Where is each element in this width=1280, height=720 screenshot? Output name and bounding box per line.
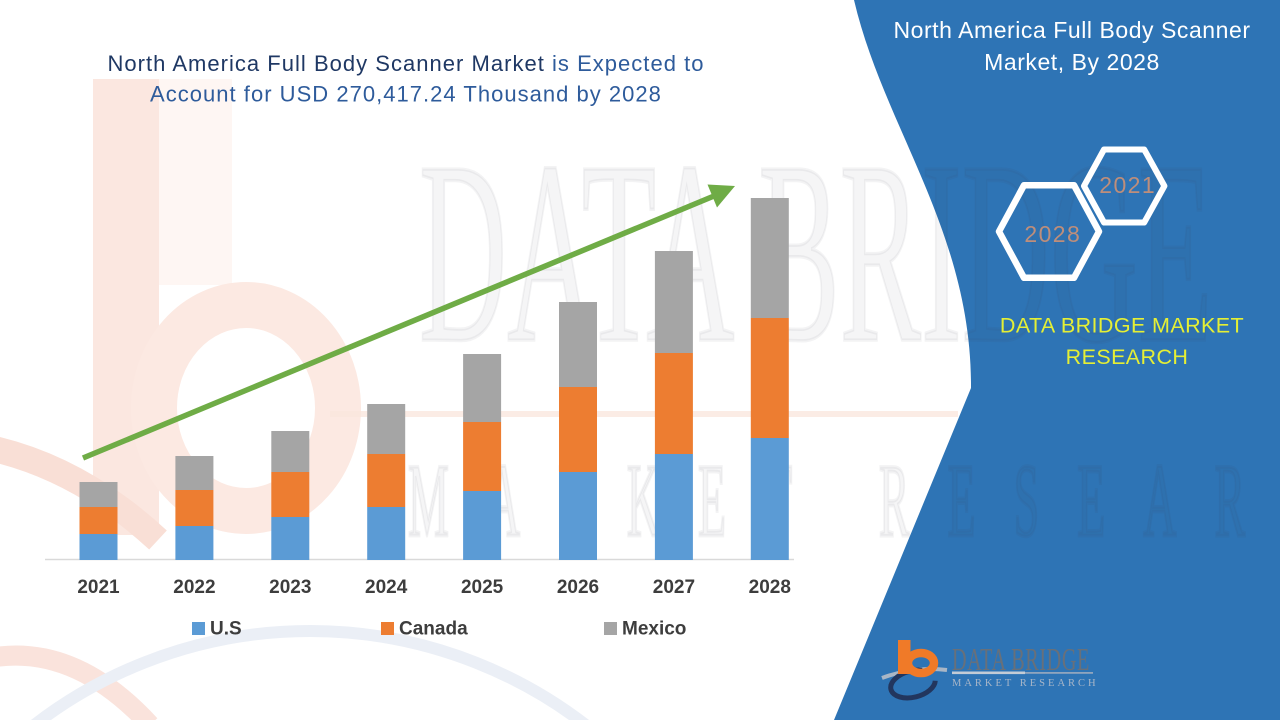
svg-text:2021: 2021 <box>77 577 120 598</box>
svg-text:2026: 2026 <box>557 577 599 598</box>
svg-text:North America Full Body Scanne: North America Full Body Scanner Market i… <box>108 51 705 76</box>
svg-text:RESEARCH: RESEARCH <box>1066 345 1189 369</box>
svg-text:DATA BRIDGE MARKET: DATA BRIDGE MARKET <box>1000 314 1244 338</box>
svg-text:2021: 2021 <box>1099 172 1156 198</box>
svg-text:2025: 2025 <box>461 577 504 598</box>
svg-text:2028: 2028 <box>1024 221 1081 247</box>
svg-text:2028: 2028 <box>749 577 791 598</box>
svg-text:DATA BRIDGE: DATA BRIDGE <box>419 108 1212 398</box>
svg-text:MARKET RESEARCH: MARKET RESEARCH <box>408 443 1280 558</box>
svg-text:2027: 2027 <box>653 577 695 598</box>
svg-text:2024: 2024 <box>365 577 408 598</box>
svg-text:Mexico: Mexico <box>622 619 686 640</box>
svg-text:MARKET RESEARCH: MARKET RESEARCH <box>952 678 1099 689</box>
svg-text:2023: 2023 <box>269 577 311 598</box>
svg-text:DATA BRIDGE: DATA BRIDGE <box>952 641 1090 677</box>
svg-text:North America Full Body Scanne: North America Full Body Scanner <box>893 17 1250 43</box>
svg-text:Canada: Canada <box>399 619 468 640</box>
svg-text:Market, By 2028: Market, By 2028 <box>984 49 1160 75</box>
svg-text:U.S: U.S <box>210 619 242 640</box>
svg-text:2022: 2022 <box>173 577 215 598</box>
svg-text:Account for USD 270,417.24 Tho: Account for USD 270,417.24 Thousand by 2… <box>150 82 662 107</box>
